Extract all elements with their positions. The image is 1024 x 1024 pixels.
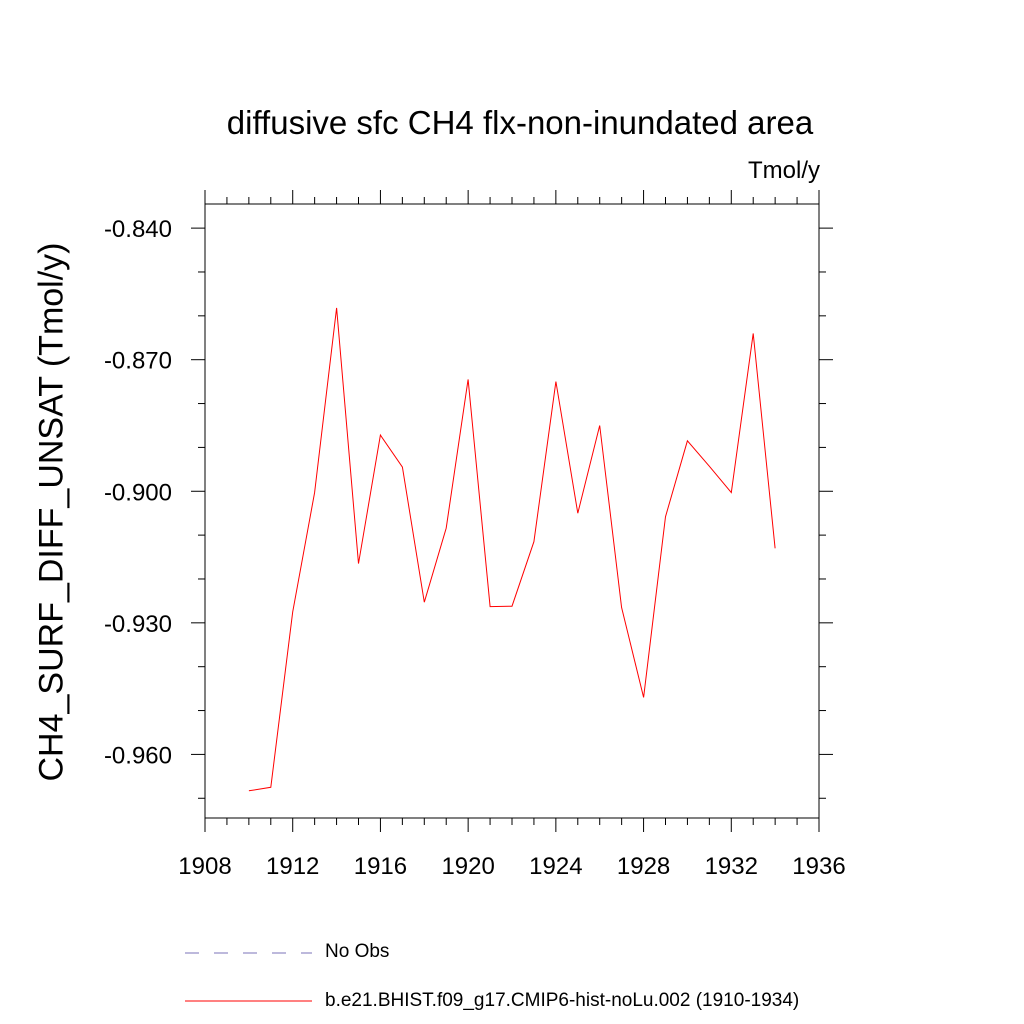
x-tick-label: 1932 bbox=[705, 853, 758, 880]
y-tick-label: -0.870 bbox=[104, 348, 172, 375]
y-tick-label: -0.930 bbox=[104, 611, 172, 638]
x-tick-label: 1936 bbox=[792, 853, 845, 880]
y-tick-label: -0.960 bbox=[104, 742, 172, 769]
legend-label-no-obs: No Obs bbox=[325, 941, 390, 962]
units-label: Tmol/y bbox=[748, 157, 820, 184]
x-tick-label: 1920 bbox=[441, 853, 494, 880]
x-tick-label: 1908 bbox=[178, 853, 231, 880]
y-tick-label: -0.840 bbox=[104, 216, 172, 243]
series-layer bbox=[248, 307, 776, 792]
chart-title: diffusive sfc CH4 flx-non-inundated area bbox=[226, 104, 814, 141]
series-line-0 bbox=[248, 307, 776, 792]
x-tick-label: 1924 bbox=[529, 853, 582, 880]
axis-ticks: 1908 1912 1916 1920 1924 1928 1932 1936 -0.840 -0… bbox=[104, 190, 846, 880]
x-tick-label: 1928 bbox=[617, 853, 670, 880]
plot-axes bbox=[204, 203, 820, 819]
x-tick-label: 1916 bbox=[354, 853, 407, 880]
plot-frame bbox=[204, 203, 820, 819]
legend bbox=[185, 952, 312, 1002]
x-tick-label: 1912 bbox=[266, 853, 319, 880]
y-tick-label: -0.900 bbox=[104, 479, 172, 506]
legend-label-model: b.e21.BHIST.f09_g17.CMIP6-hist-noLu.002 … bbox=[325, 990, 800, 1011]
